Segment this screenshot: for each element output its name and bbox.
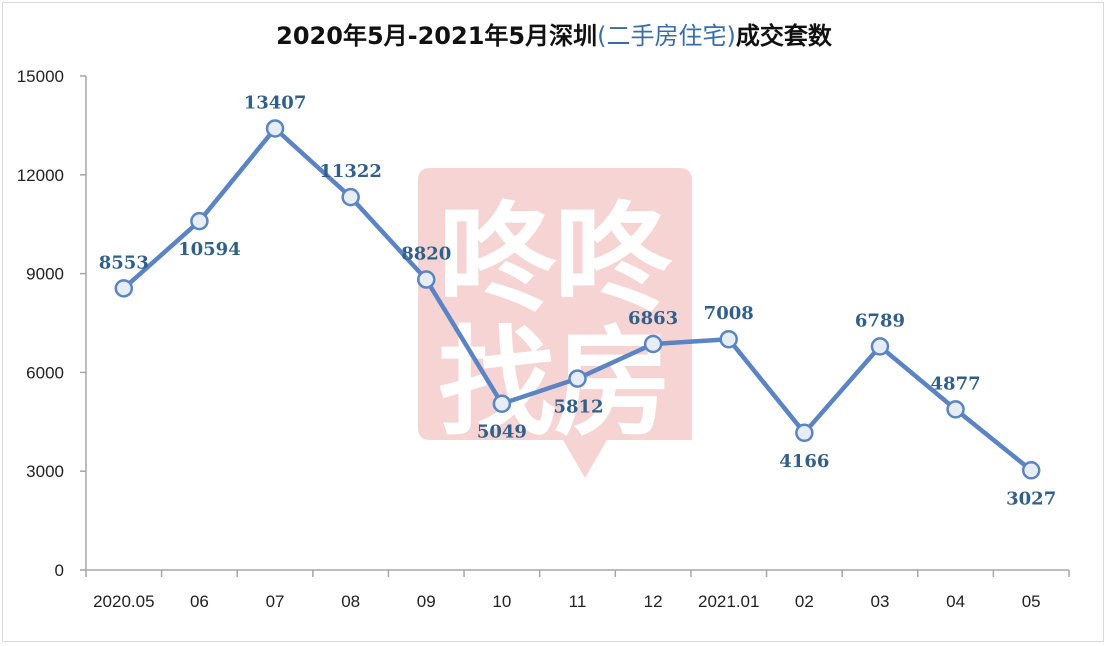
chart-title: 2020年5月-2021年5月深圳(二手房住宅)成交套数 <box>0 16 1108 51</box>
data-point <box>568 369 587 388</box>
y-tick-label: 9000 <box>26 265 64 284</box>
watermark-char: 咚 <box>554 190 673 328</box>
data-label: 3027 <box>1006 488 1056 509</box>
data-labels: 8553 10594 13407 11322 8820 5049 5812 6863 7008 4… <box>99 92 1056 509</box>
chart-title-tail: 成交套数 <box>735 22 832 50</box>
data-point <box>341 187 360 207</box>
x-tick-label: 07 <box>266 592 285 611</box>
data-label: 11322 <box>319 161 382 182</box>
x-tick-label: 03 <box>871 592 890 611</box>
x-tick-label: 05 <box>1022 592 1041 611</box>
watermark-char: 找 <box>438 314 556 452</box>
watermark-char: 咚 <box>438 190 557 328</box>
data-point <box>114 279 134 298</box>
chart-title-main: 2020年5月-2021年5月深圳 <box>276 22 598 50</box>
data-point <box>870 337 890 356</box>
y-tick-label: 15000 <box>17 67 64 86</box>
data-point <box>190 211 209 231</box>
x-tick-label: 09 <box>417 592 436 611</box>
x-tick-label: 06 <box>190 592 209 611</box>
data-point <box>946 400 965 419</box>
data-point <box>719 329 738 349</box>
chart-title-paren: (二手房住宅) <box>597 22 736 50</box>
y-tick-label: 0 <box>55 561 64 580</box>
x-tick-label: 08 <box>341 592 360 611</box>
tick-labels: 0 3000 6000 9000 12000 15000 2020.05 06 07 08 09 10… <box>17 67 1041 611</box>
data-label: 6863 <box>628 308 678 329</box>
x-tick-label: 12 <box>644 592 663 611</box>
data-point <box>417 270 436 289</box>
x-tick-label: 04 <box>946 592 965 611</box>
y-tick-label: 12000 <box>17 166 64 185</box>
data-label: 13407 <box>244 92 307 113</box>
x-tick-label: 11 <box>569 592 587 611</box>
data-label: 4877 <box>931 373 981 394</box>
x-tick-label: 2021.01 <box>698 592 759 611</box>
data-label: 8553 <box>99 252 149 273</box>
data-point <box>643 334 663 354</box>
x-tick-label: 10 <box>492 592 511 611</box>
data-point <box>265 119 285 138</box>
y-tick-label: 6000 <box>26 363 64 382</box>
chart-axes <box>80 75 1070 577</box>
x-tick-label: 02 <box>795 592 814 611</box>
data-label: 6789 <box>855 310 905 331</box>
data-label: 5049 <box>477 422 527 443</box>
data-label: 5812 <box>553 397 603 418</box>
data-point <box>795 423 814 443</box>
x-tick-label: 2020.05 <box>93 592 154 611</box>
data-label: 4166 <box>779 451 829 472</box>
series-group <box>114 119 1041 480</box>
data-label: 7008 <box>704 303 754 324</box>
y-tick-label: 3000 <box>26 462 64 481</box>
data-point <box>492 394 512 413</box>
data-point <box>1021 461 1041 480</box>
watermark-badge <box>418 168 692 478</box>
data-label: 10594 <box>178 239 241 260</box>
data-label: 8820 <box>401 244 451 265</box>
